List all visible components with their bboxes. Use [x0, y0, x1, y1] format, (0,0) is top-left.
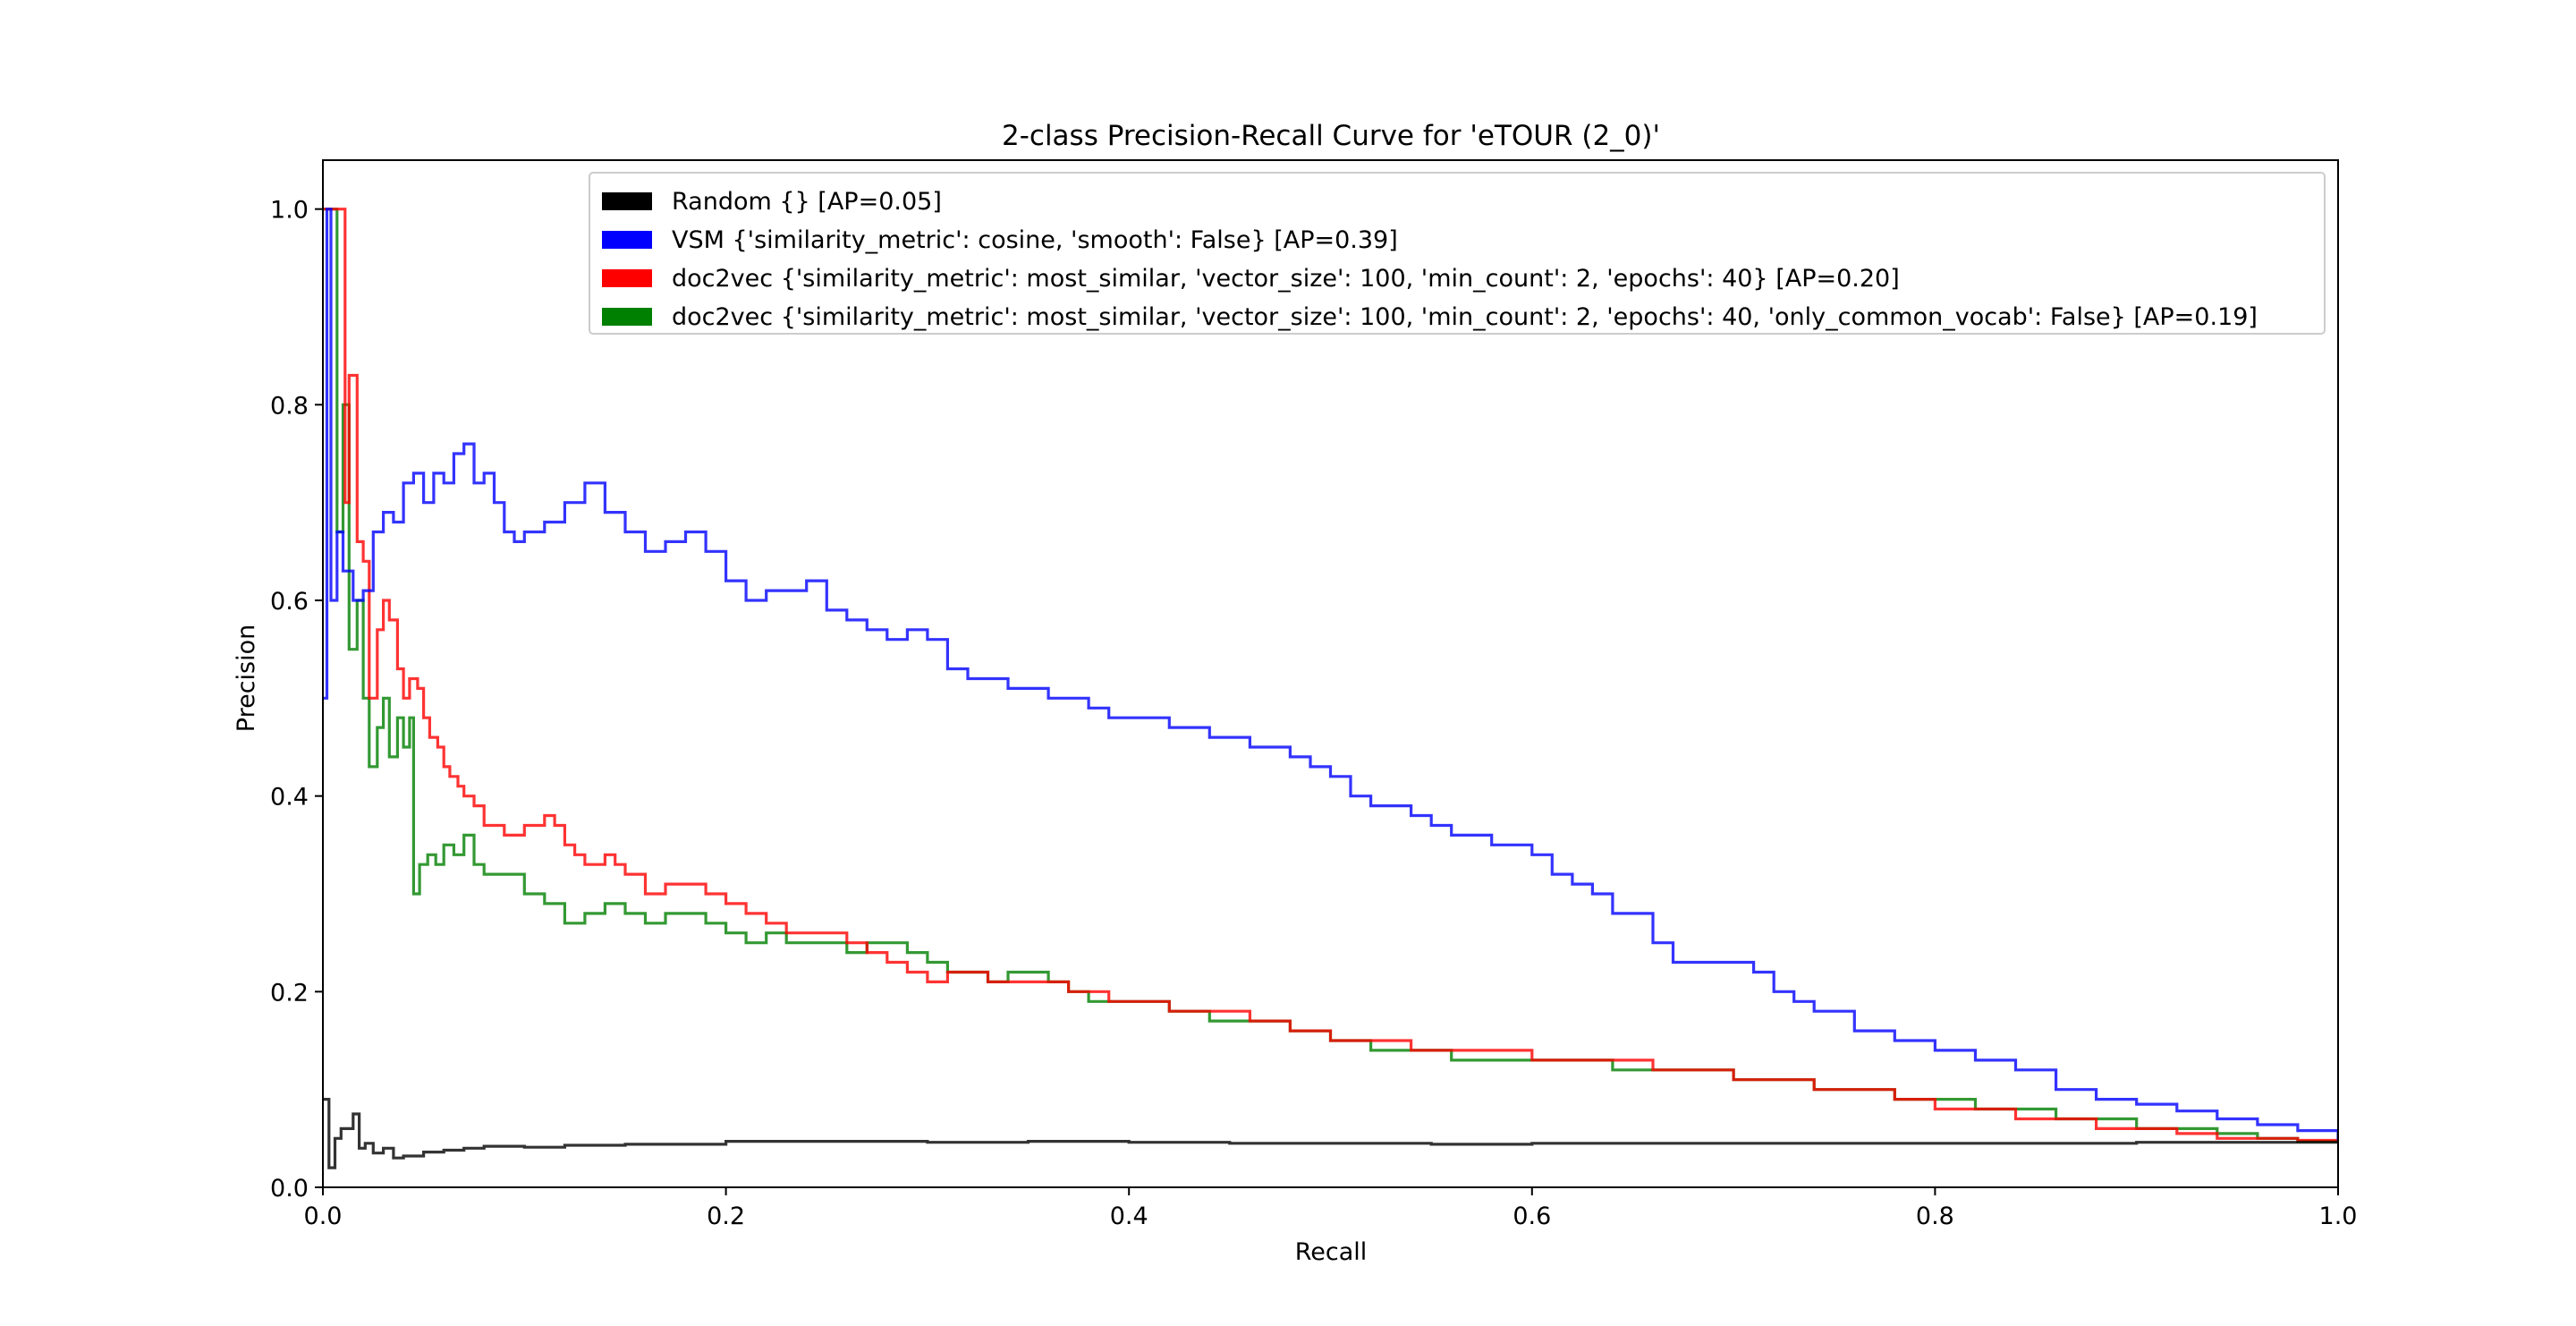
- legend-swatch: [602, 192, 652, 210]
- y-tick-label: 1.0: [270, 197, 309, 225]
- plot-frame: [322, 159, 2339, 1188]
- legend-label: Random {} [AP=0.05]: [672, 188, 942, 216]
- series-line-0: [323, 1098, 2338, 1169]
- x-axis-label: Recall: [1295, 1238, 1368, 1266]
- series-line-1: [323, 208, 2338, 1141]
- legend: Random {} [AP=0.05] VSM {'similarity_metr…: [589, 172, 2326, 335]
- legend-box: [589, 172, 2326, 335]
- legend-swatch: [602, 308, 652, 326]
- y-tick-label: 0.2: [270, 979, 309, 1007]
- series-line-3: [323, 208, 2338, 1143]
- y-tick-label: 0.0: [270, 1175, 309, 1203]
- legend-label: VSM {'similarity_metric': cosine, 'smoot…: [672, 226, 1398, 254]
- series-line-2: [323, 208, 2338, 1143]
- x-tick-label: 0.8: [1916, 1203, 1954, 1230]
- plot-area: [323, 208, 2338, 1169]
- x-tick-label: 0.0: [304, 1203, 343, 1230]
- y-tick-label: 0.6: [270, 588, 309, 616]
- legend-label: doc2vec {'similarity_metric': most_simil…: [672, 265, 1900, 293]
- x-tick-label: 0.2: [707, 1203, 745, 1230]
- y-tick-label: 0.4: [270, 784, 309, 812]
- legend-swatch: [602, 269, 652, 287]
- x-tick-label: 0.6: [1513, 1203, 1551, 1230]
- y-tick-label: 0.8: [270, 392, 309, 420]
- axes: 0.0 0.2 0.4 0.6 0.8 1.0 0.0 0.2 0.4 0.6 0.8 1.0: [270, 159, 2358, 1230]
- y-axis-label: Precision: [233, 625, 260, 732]
- legend-swatch: [602, 231, 652, 249]
- x-tick-label: 1.0: [2319, 1203, 2358, 1230]
- x-tick-label: 0.4: [1110, 1203, 1148, 1230]
- chart-title: 2-class Precision-Recall Curve for 'eTOU…: [1002, 120, 1660, 152]
- legend-label: doc2vec {'similarity_metric': most_simil…: [672, 303, 2258, 331]
